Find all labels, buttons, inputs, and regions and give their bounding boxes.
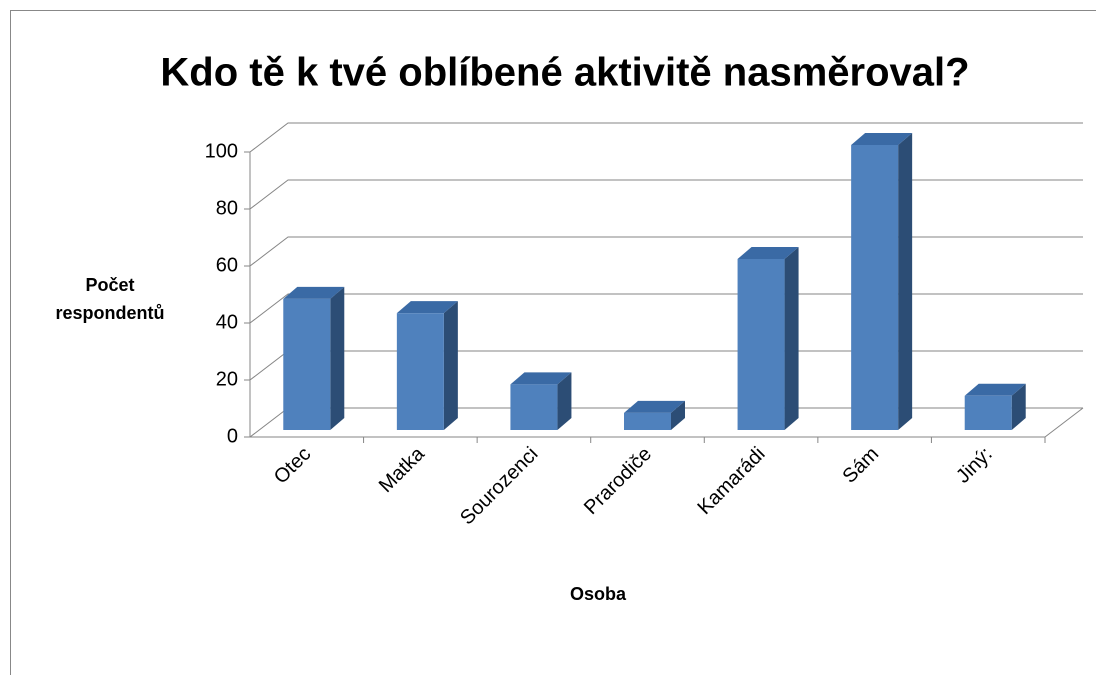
chart-title: Kdo tě k tvé oblíbené aktivitě nasměrova… xyxy=(160,51,969,95)
x-axis-title: Osoba xyxy=(570,584,627,604)
y-tick-label: 20 xyxy=(216,368,238,390)
bar-side xyxy=(898,133,912,430)
bar-front xyxy=(738,259,785,430)
bar xyxy=(397,301,458,430)
y-tick-label: 0 xyxy=(227,425,238,447)
bar-side xyxy=(330,287,344,430)
bar xyxy=(283,287,344,430)
bar xyxy=(738,247,799,430)
chart-border xyxy=(11,11,1096,676)
bar-front xyxy=(624,413,671,430)
bar-front xyxy=(851,145,898,430)
bar-front xyxy=(397,313,444,430)
bar xyxy=(965,384,1026,430)
y-tick-label: 40 xyxy=(216,311,238,333)
bar xyxy=(624,401,685,430)
bar-front xyxy=(283,299,330,430)
bar xyxy=(510,372,571,430)
bar-front xyxy=(510,384,557,430)
y-tick-label: 100 xyxy=(205,140,238,162)
y-tick-label: 80 xyxy=(216,197,238,219)
bar xyxy=(851,133,912,430)
bar-side xyxy=(785,247,799,430)
y-tick-label: 60 xyxy=(216,254,238,276)
bar-side xyxy=(444,301,458,430)
bar-front xyxy=(965,396,1012,430)
